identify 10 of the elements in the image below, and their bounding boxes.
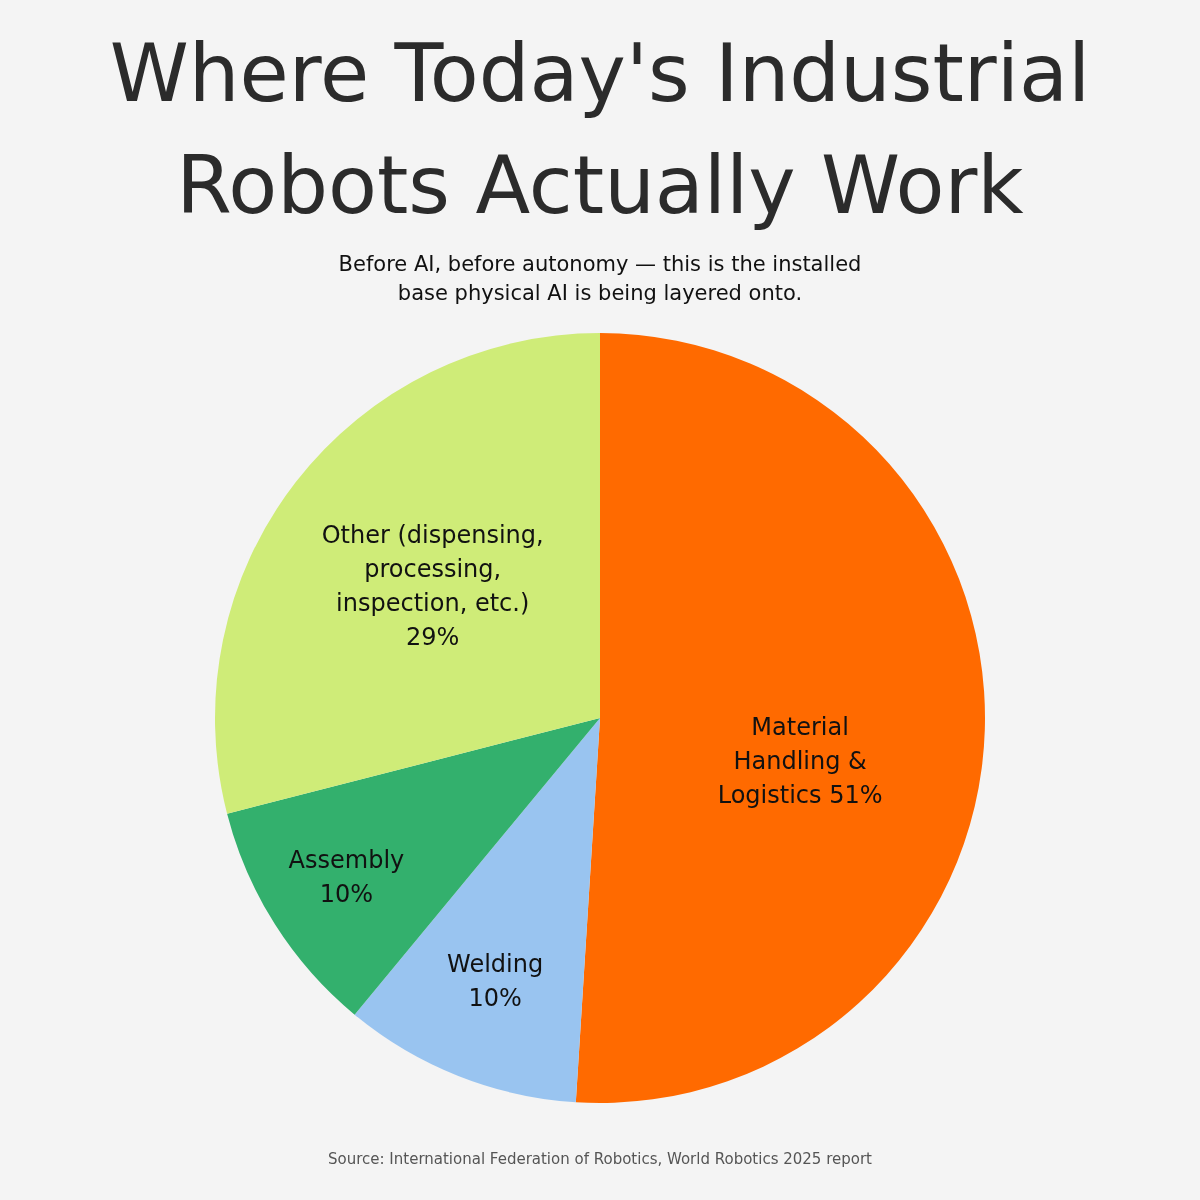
slice-label: Welding [447,950,544,979]
slice-label: Assembly [288,846,405,875]
data-label: 29% [406,623,460,652]
slice-label: Other (dispensing, processing, inspection, etc.) [321,521,544,618]
chart-subtitle: Before AI, before autonomy — this is the installed base physical AI is being layered onto. [337,251,863,307]
data-label: 10% [319,880,374,909]
slice-label: Material Handling & Logistics 51% [717,712,883,809]
source-note: Source: International Federation of Robotics, World Robotics 2025 report [327,1150,873,1168]
data-label: 10% [468,984,522,1013]
chart-title: Where Today's Industrial Robots Actually Work [108,26,1092,234]
